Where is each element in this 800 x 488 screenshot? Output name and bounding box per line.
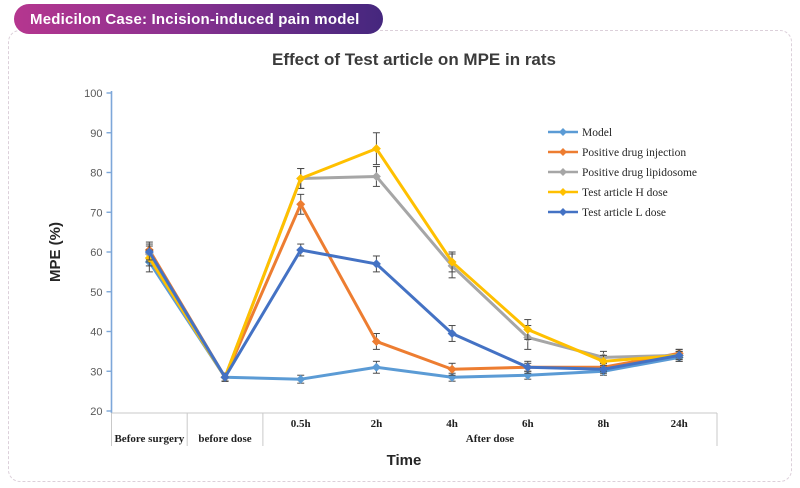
x-category-label: 8h — [598, 418, 610, 430]
x-category-label: 6h — [522, 418, 534, 430]
data-point-marker — [296, 374, 306, 384]
legend-item-label: Test article H dose — [582, 187, 668, 199]
series-line — [147, 202, 681, 379]
data-point-marker — [447, 328, 457, 338]
legend-marker — [559, 188, 567, 196]
data-point-marker — [523, 362, 533, 372]
chart-title: Effect of Test article on MPE in rats — [271, 50, 557, 69]
data-point-marker — [371, 144, 381, 154]
y-tick-label: 20 — [90, 406, 102, 418]
x-category-label: 2h — [371, 418, 383, 430]
data-point-marker — [598, 364, 608, 374]
series-line — [147, 260, 681, 381]
y-tick-label: 100 — [84, 88, 102, 100]
data-point-marker — [674, 350, 684, 360]
data-point-marker — [144, 247, 154, 257]
x-category-label: 24h — [671, 418, 688, 430]
data-point-marker — [296, 173, 306, 183]
x-group-label: before dose — [198, 433, 251, 445]
y-tick-label: 50 — [90, 287, 102, 299]
x-axis-title: Time — [386, 452, 422, 469]
legend-item-label: Positive drug injection — [582, 147, 686, 159]
data-point-marker — [598, 356, 608, 366]
x-category-label: 0.5h — [291, 418, 311, 430]
x-group-label: After dose — [466, 433, 514, 445]
case-card — [8, 30, 792, 482]
data-point-marker — [220, 372, 230, 382]
series-line — [147, 147, 681, 379]
x-group-label: Before surgery — [114, 433, 184, 445]
y-tick-label: 80 — [90, 168, 102, 180]
data-point-marker — [371, 362, 381, 372]
legend-item-label: Positive drug lipidosome — [582, 167, 697, 179]
legend-marker — [559, 148, 567, 156]
y-tick-label: 70 — [90, 207, 102, 219]
legend-marker — [559, 168, 567, 176]
legend-marker — [559, 208, 567, 216]
data-point-marker — [523, 325, 533, 335]
y-tick-label: 30 — [90, 366, 102, 378]
legend-item-label: Test article L dose — [582, 207, 666, 219]
data-point-marker — [447, 364, 457, 374]
case-badge: Medicilon Case: Incision-induced pain mo… — [14, 4, 384, 34]
legend-item-label: Model — [582, 127, 612, 139]
data-point-marker — [447, 257, 457, 267]
y-tick-label: 60 — [90, 247, 102, 259]
data-point-marker — [296, 199, 306, 209]
data-point-marker — [371, 336, 381, 346]
y-tick-label: 40 — [90, 327, 102, 339]
series-line — [147, 248, 681, 379]
x-category-label: 4h — [446, 418, 458, 430]
data-point-marker — [371, 259, 381, 269]
data-point-marker — [371, 171, 381, 181]
y-tick-label: 90 — [90, 128, 102, 140]
legend-marker — [559, 128, 567, 136]
badge-text: Medicilon Case: Incision-induced pain mo… — [30, 10, 360, 28]
data-point-marker — [296, 245, 306, 255]
